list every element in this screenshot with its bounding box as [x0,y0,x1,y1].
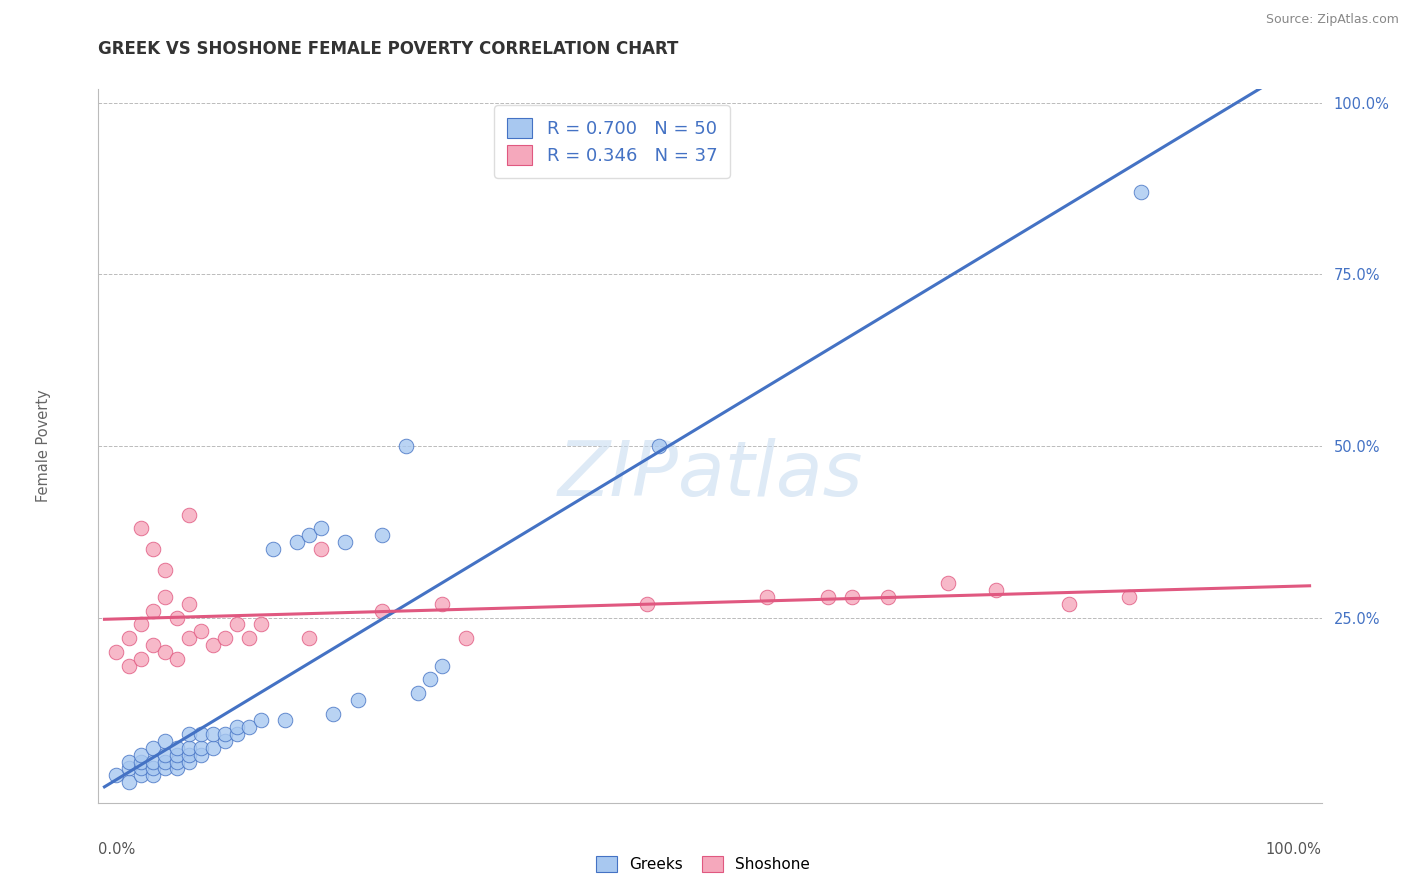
Point [153,590,176,604]
Point [841,590,863,604]
Point [105,768,128,782]
Point [129,768,152,782]
Text: Source: ZipAtlas.com: Source: ZipAtlas.com [1265,13,1399,27]
Point [117,762,139,776]
Point [238,720,260,734]
Point [1118,590,1140,604]
Point [142,762,165,776]
Text: 0.0%: 0.0% [98,842,135,857]
Point [298,528,321,542]
Legend: Greeks, Shoshone: Greeks, Shoshone [588,848,818,880]
Point [166,651,188,665]
Point [238,631,260,645]
Point [817,590,839,604]
Point [166,755,188,769]
Point [153,762,176,776]
Point [201,638,224,652]
Point [311,541,333,556]
Point [142,604,165,618]
Point [190,624,212,639]
Point [311,521,333,535]
Point [166,762,188,776]
Text: Female Poverty: Female Poverty [37,390,51,502]
Point [153,734,176,748]
Point [430,658,453,673]
Point [153,645,176,659]
Point [226,727,249,741]
Point [250,617,273,632]
Point [129,617,152,632]
Point [190,727,212,741]
Point [177,631,200,645]
Point [419,673,441,687]
Point [370,604,392,618]
Point [129,762,152,776]
Point [153,747,176,762]
Point [166,740,188,755]
Point [430,597,453,611]
Point [117,631,139,645]
Point [936,576,959,591]
Point [298,631,321,645]
Point [1057,597,1080,611]
Point [117,658,139,673]
Point [648,439,671,453]
Point [117,755,139,769]
Text: 100.0%: 100.0% [1265,842,1322,857]
Point [177,727,200,741]
Point [177,755,200,769]
Point [1129,185,1152,199]
Point [406,686,429,700]
Point [177,508,200,522]
Point [166,747,188,762]
Point [285,535,308,549]
Text: GREEK VS SHOSHONE FEMALE POVERTY CORRELATION CHART: GREEK VS SHOSHONE FEMALE POVERTY CORRELA… [98,40,679,58]
Point [395,439,418,453]
Point [177,747,200,762]
Point [142,541,165,556]
Point [129,747,152,762]
Point [129,755,152,769]
Point [177,597,200,611]
Point [262,541,284,556]
Point [454,631,477,645]
Point [142,740,165,755]
Point [214,727,236,741]
Point [274,714,297,728]
Point [636,597,658,611]
Point [166,610,188,624]
Point [322,706,344,721]
Point [335,535,357,549]
Point [226,720,249,734]
Point [346,693,368,707]
Point [226,617,249,632]
Legend: R = 0.700   N = 50, R = 0.346   N = 37: R = 0.700 N = 50, R = 0.346 N = 37 [495,105,730,178]
Point [250,714,273,728]
Point [105,645,128,659]
Point [214,631,236,645]
Point [876,590,898,604]
Point [153,562,176,576]
Point [370,528,392,542]
Point [214,734,236,748]
Point [756,590,779,604]
Point [142,755,165,769]
Text: ZIPatlas: ZIPatlas [557,438,863,511]
Point [142,768,165,782]
Point [201,727,224,741]
Point [190,747,212,762]
Point [177,740,200,755]
Point [201,740,224,755]
Point [117,775,139,789]
Point [153,755,176,769]
Point [129,651,152,665]
Point [190,740,212,755]
Point [129,521,152,535]
Point [986,583,1008,598]
Point [142,638,165,652]
